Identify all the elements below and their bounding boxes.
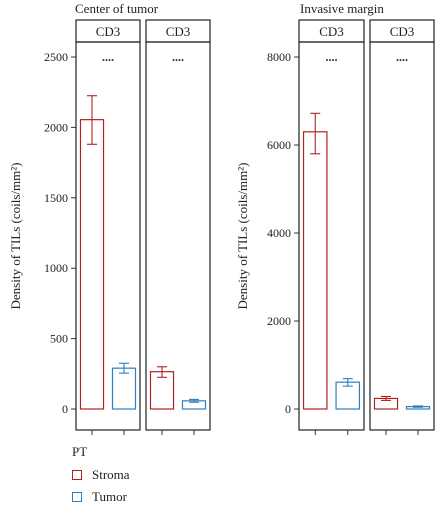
chart-0-ytick-label-0: 0	[62, 402, 68, 416]
chart-0-facet-1-significance: ....	[172, 50, 184, 64]
chart-0-facet-0-bar-tumor	[111, 367, 137, 410]
chart-0-ytick-label-1: 500	[50, 332, 68, 346]
chart-1-facet-0-bar-stroma	[302, 131, 328, 410]
legend: PT Stroma Tumor	[72, 444, 130, 508]
chart-1-facet-0-significance: ....	[326, 50, 338, 64]
chart-1-ytick-label-3: 6000	[267, 138, 291, 152]
chart-1-facet-0-label: CD3	[319, 24, 344, 39]
chart-0-ytick-label-2: 1000	[44, 261, 68, 275]
chart-0-ylabel: Density of TILs (coils/mm²)	[8, 163, 23, 310]
legend-label-tumor: Tumor	[92, 489, 127, 504]
chart-0-facet-0-bar-stroma	[79, 119, 105, 410]
chart-1-ytick-label-1: 2000	[267, 314, 291, 328]
legend-item-tumor: Tumor	[72, 486, 130, 508]
chart-1-facet-0-panel	[298, 41, 365, 431]
chart-0-facet-0-label: CD3	[96, 24, 121, 39]
legend-title: PT	[72, 444, 88, 459]
chart-0-facet-0-significance: ....	[102, 50, 114, 64]
chart-0-title: Center of tumor	[75, 1, 159, 16]
chart-1-ytick-label-2: 4000	[267, 226, 291, 240]
legend-key-tumor	[72, 492, 82, 502]
chart-0-facet-1-label: CD3	[166, 24, 191, 39]
chart-1-facet-1-significance: ....	[396, 50, 408, 64]
chart-1-ylabel: Density of TILs (coils/mm²)	[235, 163, 250, 310]
chart-1-facet-1-panel	[369, 41, 435, 431]
chart-0-ytick-label-5: 2500	[44, 50, 68, 64]
chart-0-ytick-label-3: 1500	[44, 191, 68, 205]
legend-label-stroma: Stroma	[92, 467, 130, 482]
chart-1-facet-1-label: CD3	[390, 24, 415, 39]
legend-key-stroma	[72, 470, 82, 480]
chart-1-ytick-label-0: 0	[285, 402, 291, 416]
chart-1-title: Invasive margin	[300, 1, 384, 16]
legend-item-stroma: Stroma	[72, 464, 130, 486]
chart-0-ytick-label-4: 2000	[44, 120, 68, 134]
chart-0-facet-1-panel	[145, 41, 211, 431]
chart-1-ytick-label-4: 8000	[267, 50, 291, 64]
chart-0-facet-0-panel	[75, 41, 141, 431]
